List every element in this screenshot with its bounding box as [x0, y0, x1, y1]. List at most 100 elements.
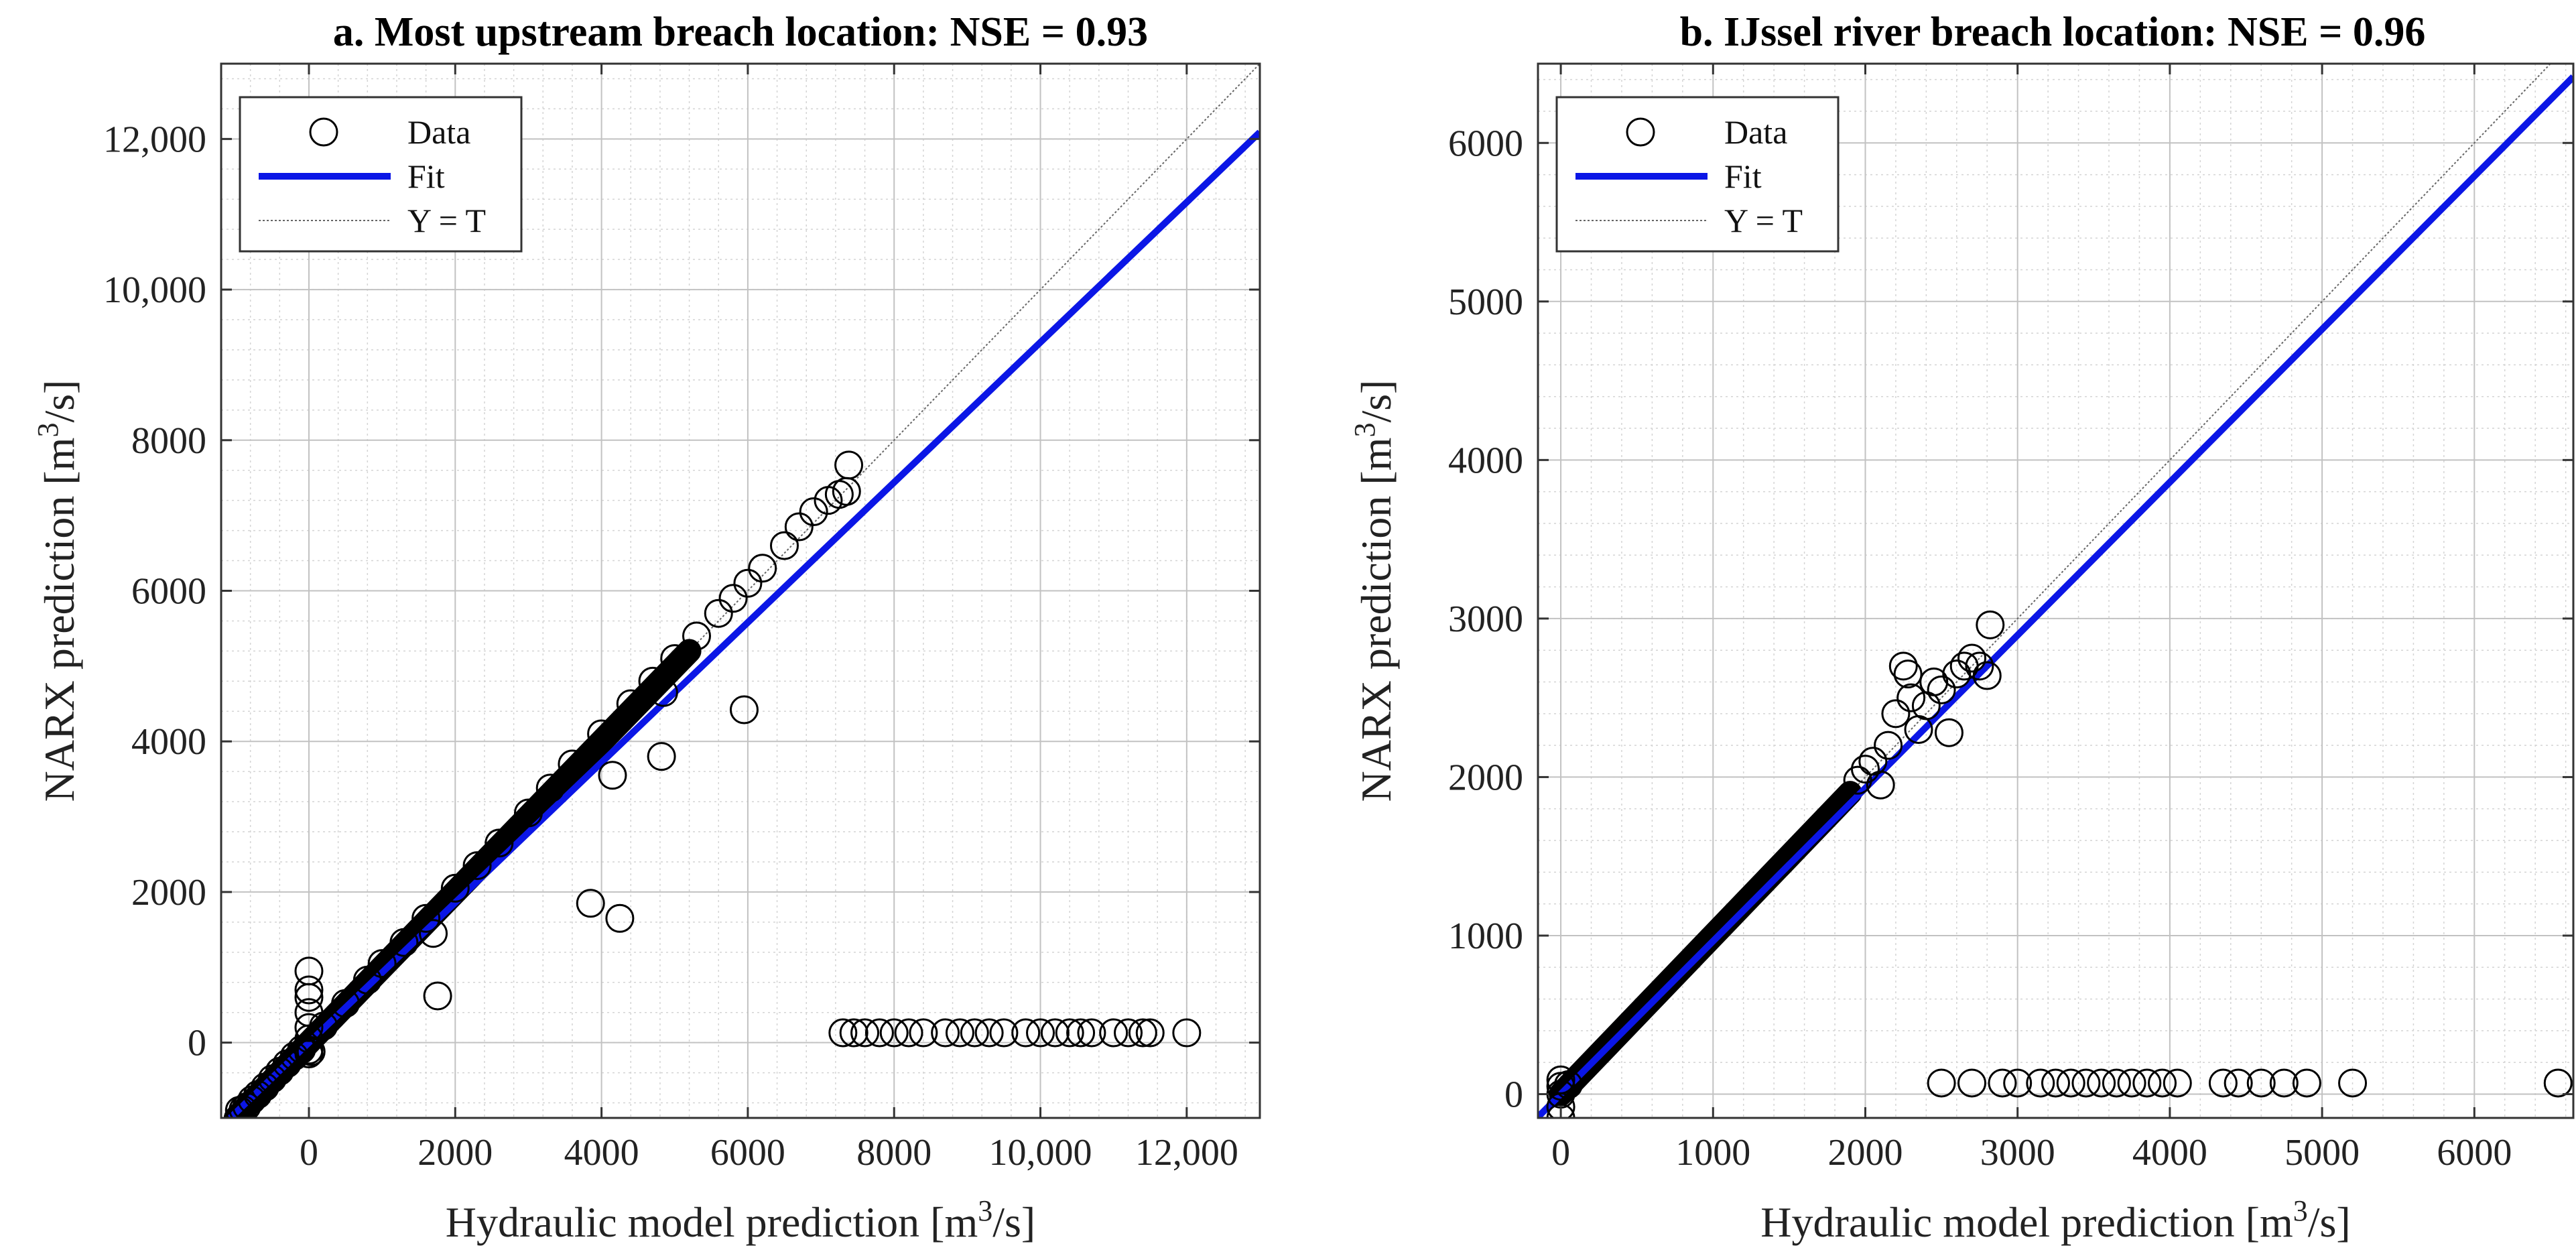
data-point — [704, 598, 733, 628]
data-point — [909, 1018, 938, 1048]
data-point — [2224, 1068, 2253, 1098]
data-point — [296, 1037, 326, 1066]
data-point — [682, 621, 712, 651]
data-point — [1066, 1018, 1096, 1048]
data-point — [2269, 1068, 2299, 1098]
panel-a: 0 2000 4000 6000 8000 10,000 12,000 0 2000 4000 60… — [31, 9, 1261, 1246]
data-point — [989, 1018, 1019, 1048]
data-point — [2003, 1068, 2033, 1098]
data-point — [1881, 699, 1911, 729]
data-point — [1972, 661, 2002, 690]
x-tick-label: 4000 — [564, 1132, 639, 1174]
y-tick-label: 3000 — [1448, 598, 1523, 640]
data-point — [1546, 1103, 1575, 1118]
x-tick-label: 6000 — [710, 1132, 785, 1174]
data-point — [784, 512, 814, 542]
chart-title: b. IJssel river breach location: NSE = 0… — [1680, 9, 2426, 55]
data-point — [229, 1095, 258, 1118]
data-point — [1893, 659, 1923, 689]
x-tick-label: 3000 — [1980, 1132, 2055, 1174]
data-point — [638, 666, 667, 696]
data-point — [535, 773, 565, 803]
x-tick-label: 0 — [300, 1132, 318, 1174]
panel-b: 0 1000 2000 3000 4000 5000 6000 0 1000 2000 3000 40… — [1348, 9, 2575, 1246]
x-tick-label: 2000 — [417, 1132, 493, 1174]
data-point — [309, 1011, 338, 1041]
legend-data-marker — [1626, 117, 1655, 147]
data-point — [769, 531, 799, 560]
data-point — [2026, 1068, 2055, 1098]
data-point — [587, 719, 617, 749]
data-point — [605, 903, 635, 933]
legend-label: Y = T — [407, 202, 486, 239]
data-point — [1546, 1065, 1575, 1094]
legend-data-marker — [309, 117, 338, 147]
data-point — [1957, 1068, 1987, 1098]
x-tick-label: 4000 — [2132, 1132, 2207, 1174]
data-point — [419, 919, 448, 948]
data-point — [257, 1064, 287, 1094]
data-point — [1172, 1018, 1202, 1048]
data-point — [250, 1072, 279, 1102]
data-point — [423, 981, 452, 1011]
data-point — [1866, 770, 1895, 800]
data-point — [839, 1018, 868, 1048]
data-point — [616, 689, 645, 718]
data-point — [1077, 1018, 1106, 1048]
x-tick-label: 6000 — [2437, 1132, 2512, 1174]
legend-label: Fit — [1724, 158, 1762, 195]
data-point — [411, 903, 441, 933]
y-tick-label: 12,000 — [103, 119, 206, 160]
x-axis-label: Hydraulic model prediction [m3/s] — [1760, 1194, 2350, 1246]
data-point — [1055, 1018, 1084, 1048]
data-point — [2071, 1068, 2101, 1098]
data-point — [1011, 1018, 1041, 1048]
x-tick-label: 5000 — [2284, 1132, 2360, 1174]
y-tick-label: 2000 — [131, 872, 206, 914]
data-point — [1850, 755, 1880, 784]
data-point — [2117, 1068, 2146, 1098]
data-point — [864, 1018, 894, 1048]
legend-label: Data — [407, 113, 470, 151]
data-point — [2148, 1068, 2177, 1098]
data-point — [1888, 651, 1918, 681]
data-point — [1927, 1068, 1956, 1098]
data-point — [331, 989, 361, 1018]
y-tick-label: 4000 — [1448, 440, 1523, 481]
y-tick-label: 6000 — [1448, 123, 1523, 164]
data-point — [2246, 1068, 2276, 1098]
x-tick-label: 10,000 — [989, 1132, 1092, 1174]
data-point — [1976, 610, 2005, 639]
data-point — [1927, 675, 1956, 704]
data-point — [389, 928, 419, 957]
data-point — [2338, 1068, 2368, 1098]
data-point — [834, 450, 864, 480]
data-point — [1934, 718, 1963, 747]
data-point — [1026, 1018, 1055, 1048]
x-axis-label: Hydraulic model prediction [m3/s] — [446, 1194, 1035, 1246]
data-point — [279, 1042, 309, 1071]
data-point — [294, 1039, 324, 1068]
data-point — [367, 949, 397, 979]
data-point — [974, 1018, 1004, 1048]
data-point — [1957, 643, 1987, 673]
y-equals-t-line — [235, 64, 1260, 1118]
y-tick-label: 1000 — [1448, 916, 1523, 957]
data-point — [243, 1080, 273, 1109]
data-point — [1040, 1018, 1070, 1048]
data-point — [2041, 1068, 2070, 1098]
legend-label: Data — [1724, 113, 1787, 151]
data-point — [879, 1018, 909, 1048]
data-point — [576, 889, 605, 918]
data-point — [294, 983, 324, 1012]
y-tick-label: 0 — [1504, 1074, 1523, 1116]
y-tick-label: 4000 — [131, 721, 206, 763]
data-point — [1874, 731, 1903, 760]
legend: Data Fit Y = T — [1555, 96, 1840, 253]
legend-label: Fit — [407, 158, 445, 195]
data-point — [1099, 1018, 1129, 1048]
data-point — [894, 1018, 923, 1048]
data-point — [1553, 1070, 1583, 1099]
data-point — [733, 568, 763, 598]
